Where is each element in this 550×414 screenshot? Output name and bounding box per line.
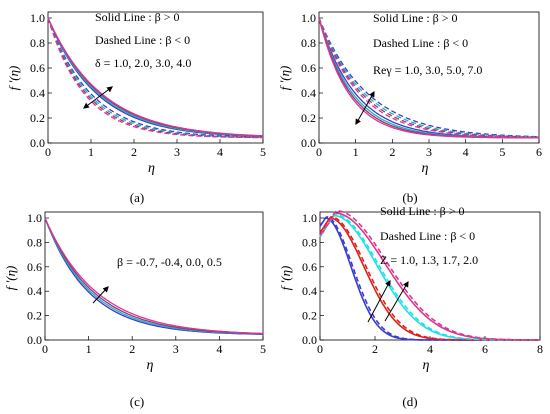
x-tick-label: 0 bbox=[317, 342, 323, 356]
y-axis-label: f '(η) bbox=[277, 66, 292, 91]
x-tick-label: 1 bbox=[86, 342, 92, 356]
x-tick-label: 4 bbox=[217, 145, 223, 159]
y-tick-label: 0.4 bbox=[302, 284, 317, 298]
annotation-text: Dashed Line : β < 0 bbox=[380, 229, 475, 243]
y-tick-label: 0.4 bbox=[27, 284, 42, 298]
chart-panel-b: 0 1 2 3 4 5 6 0.0 0.2 0.4 0.6 0.8 1.0 Solid Line : β … bbox=[277, 11, 542, 205]
panel-label: (a) bbox=[130, 190, 144, 205]
x-tick-label: 5 bbox=[260, 145, 266, 159]
y-tick-label: 0.0 bbox=[301, 136, 316, 150]
chart-panel-c: 0 1 2 3 4 5 0.0 0.2 0.4 0.6 0.8 1.0 β = -0.7, -0.4, … bbox=[3, 211, 266, 409]
series-line-dashed-8 bbox=[319, 209, 540, 341]
x-tick-label: 5 bbox=[499, 145, 505, 159]
x-tick-label: 0 bbox=[45, 145, 51, 159]
x-tick-label: 1 bbox=[353, 145, 359, 159]
x-axis-label: η bbox=[147, 358, 154, 373]
annotation-text: Dashed Line : β < 0 bbox=[373, 36, 468, 50]
trend-arrow bbox=[367, 279, 391, 323]
annotation-text: Solid Line : β > 0 bbox=[380, 204, 465, 218]
chart-panel-d: 0 2 4 6 8 0.0 0.2 0.4 0.6 0.8 1.0 Solid Line : β > … bbox=[278, 204, 543, 409]
x-tick-label: 0 bbox=[42, 342, 48, 356]
series-line-dashed-6 bbox=[318, 17, 539, 138]
annotation-text: Z = 1.0, 1.3, 1.7, 2.0 bbox=[380, 253, 478, 267]
y-tick-label: 1.0 bbox=[302, 211, 317, 225]
y-tick-label: 0.6 bbox=[27, 260, 42, 274]
series-line-dashed-6 bbox=[319, 215, 540, 341]
x-tick-label: 5 bbox=[260, 342, 266, 356]
panel-label: (b) bbox=[402, 190, 417, 205]
panel-label: (c) bbox=[130, 394, 144, 409]
y-tick-label: 0.0 bbox=[30, 136, 45, 150]
series-line-solid-4 bbox=[44, 217, 263, 335]
x-tick-label: 0 bbox=[316, 145, 322, 159]
x-tick-label: 2 bbox=[372, 342, 378, 356]
y-tick-label: 0.8 bbox=[30, 36, 45, 50]
y-tick-label: 0.2 bbox=[30, 111, 45, 125]
trend-arrow bbox=[384, 280, 409, 322]
y-tick-label: 0.6 bbox=[301, 61, 316, 75]
x-tick-label: 6 bbox=[536, 145, 542, 159]
y-tick-label: 1.0 bbox=[27, 211, 42, 225]
y-axis-label: f '(η) bbox=[278, 266, 293, 291]
y-tick-label: 0.4 bbox=[30, 86, 45, 100]
y-tick-label: 0.6 bbox=[302, 260, 317, 274]
annotation-text: Solid Line : β > 0 bbox=[95, 10, 180, 24]
series-line-dashed-7 bbox=[318, 17, 540, 138]
panel-label: (d) bbox=[402, 394, 417, 409]
y-tick-label: 0.2 bbox=[27, 309, 42, 323]
annotation-text: Dashed Line : β < 0 bbox=[95, 33, 190, 47]
y-tick-label: 0.8 bbox=[302, 235, 317, 249]
x-tick-label: 4 bbox=[427, 342, 433, 356]
series-line-dashed-6 bbox=[47, 17, 263, 139]
x-tick-label: 1 bbox=[88, 145, 94, 159]
x-tick-label: 6 bbox=[482, 342, 488, 356]
series-line-dashed-8 bbox=[318, 17, 540, 139]
y-tick-label: 1.0 bbox=[301, 11, 316, 25]
y-tick-label: 0.2 bbox=[301, 111, 316, 125]
annotation-text: δ = 1.0, 2.0, 3.0, 4.0 bbox=[95, 56, 191, 70]
y-tick-label: 0.0 bbox=[302, 333, 317, 347]
x-tick-label: 3 bbox=[426, 145, 432, 159]
y-tick-label: 1.0 bbox=[30, 11, 45, 25]
trend-arrow bbox=[92, 286, 109, 304]
series-line-dashed-7 bbox=[319, 213, 540, 341]
trend-arrow bbox=[355, 90, 375, 126]
y-axis-label: f '(η) bbox=[6, 66, 21, 91]
annotation-text: β = -0.7, -0.4, 0.0, 0.5 bbox=[117, 255, 222, 269]
x-tick-label: 3 bbox=[173, 342, 179, 356]
x-axis-label: η bbox=[423, 358, 430, 373]
x-axis-label: η bbox=[422, 161, 429, 176]
plot-frame bbox=[47, 11, 264, 144]
plot-frame bbox=[44, 211, 264, 341]
annotation-text: Reγ = 1.0, 3.0, 5.0, 7.0 bbox=[373, 63, 482, 77]
x-tick-label: 4 bbox=[216, 342, 222, 356]
y-tick-label: 0.8 bbox=[301, 36, 316, 50]
x-tick-label: 2 bbox=[131, 145, 137, 159]
series-line-solid-4 bbox=[47, 17, 264, 137]
series-line-dashed-5 bbox=[319, 216, 540, 341]
y-tick-label: 0.6 bbox=[30, 61, 45, 75]
x-tick-label: 2 bbox=[389, 145, 395, 159]
x-tick-label: 3 bbox=[174, 145, 180, 159]
x-tick-label: 8 bbox=[537, 342, 543, 356]
x-tick-label: 2 bbox=[129, 342, 135, 356]
y-tick-label: 0.0 bbox=[27, 333, 42, 347]
annotation-text: Solid Line : β > 0 bbox=[373, 11, 458, 25]
y-tick-label: 0.4 bbox=[301, 86, 316, 100]
y-tick-label: 0.2 bbox=[302, 309, 317, 323]
y-axis-label: f '(η) bbox=[3, 266, 18, 291]
x-tick-label: 4 bbox=[463, 145, 469, 159]
trend-arrow bbox=[83, 86, 113, 109]
series-line-solid-3 bbox=[44, 217, 263, 335]
y-tick-label: 0.8 bbox=[27, 235, 42, 249]
x-axis-label: η bbox=[148, 161, 155, 176]
chart-panel-a: 0 1 2 3 4 5 0.0 0.2 0.4 0.6 0.8 1.0 Solid Line : β >… bbox=[6, 10, 266, 205]
